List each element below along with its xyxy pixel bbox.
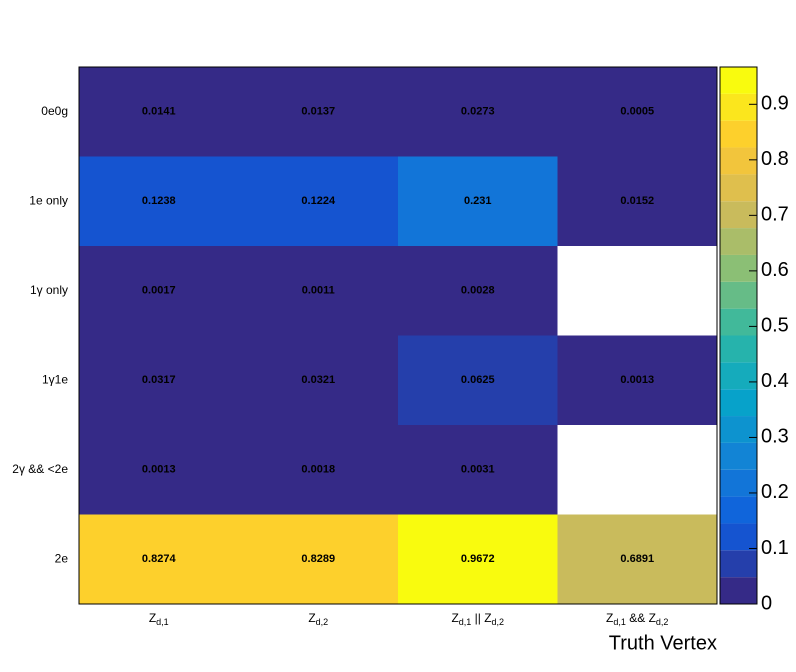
- palette-band: [720, 577, 757, 604]
- heatmap-cell: [238, 246, 398, 336]
- cell-label: 0.0273: [461, 106, 495, 118]
- palette-band: [720, 201, 757, 229]
- palette-band: [720, 523, 757, 551]
- cell-label: 0.8274: [142, 553, 177, 565]
- heatmap-cell: [79, 246, 239, 336]
- palette-band: [720, 496, 757, 524]
- heatmap-cell: [557, 156, 717, 246]
- z-tick-label: 0.3: [761, 426, 789, 448]
- y-tick-label: 1γ only: [30, 283, 68, 297]
- cell-label: 0.0031: [461, 464, 495, 476]
- palette-band: [720, 281, 757, 309]
- heatmap-cell: [238, 425, 398, 515]
- z-tick-label: 0: [761, 592, 772, 614]
- cell-label: 0.0317: [142, 374, 176, 386]
- heatmap-cell: [238, 67, 398, 157]
- heatmap-cell: [79, 425, 239, 515]
- palette-band: [720, 147, 757, 175]
- y-tick-label: 1e only: [29, 193, 68, 207]
- palette-band: [720, 120, 757, 148]
- cell-label: 0.0625: [461, 374, 495, 386]
- heatmap-cell: [238, 156, 398, 246]
- heatmap-cell: [398, 514, 558, 604]
- z-tick-label: 0.4: [761, 370, 789, 392]
- heatmap-cell: [79, 156, 239, 246]
- x-tick-label: Zd,1 || Zd,2: [451, 611, 504, 627]
- heatmap-cell: [79, 67, 239, 157]
- palette-band: [720, 469, 757, 497]
- palette-frame: [719, 66, 758, 605]
- y-tick-label: 2e: [55, 551, 69, 565]
- heatmap-cell: [398, 67, 558, 157]
- z-tick-label: 0.5: [761, 315, 789, 337]
- heatmap-cell: [398, 246, 558, 336]
- palette-band: [720, 174, 757, 202]
- y-tick-label: 1γ1e: [42, 372, 68, 386]
- heatmap-cell: [79, 335, 239, 425]
- cell-label: 0.0013: [620, 374, 654, 386]
- x-tick-label: Zd,1 && Zd,2: [606, 611, 668, 627]
- palette-band: [720, 228, 757, 255]
- x-tick-label: Zd,2: [308, 611, 328, 627]
- x-tick-label: Zd,1: [149, 611, 169, 627]
- y-tick-label: 0e0g: [41, 104, 68, 118]
- heatmap-cell: [398, 425, 558, 515]
- heatmap-cell: [557, 335, 717, 425]
- cell-label: 0.0018: [301, 464, 335, 476]
- z-tick-label: 0.2: [761, 481, 789, 503]
- cell-label: 0.8289: [301, 553, 335, 565]
- cell-label: 0.6891: [620, 553, 654, 565]
- cell-label: 0.0152: [620, 195, 654, 207]
- heatmap-cell: [238, 335, 398, 425]
- plot-frame: [78, 66, 718, 605]
- palette-band: [720, 308, 757, 336]
- palette-band: [720, 389, 757, 417]
- cell-label: 0.0028: [461, 285, 495, 297]
- z-tick-label: 0.1: [761, 537, 789, 559]
- heatmap-cell: [398, 335, 558, 425]
- cell-label: 0.0013: [142, 464, 176, 476]
- cell-label: 0.0321: [301, 374, 335, 386]
- y-tick-label: 2γ && <2e: [12, 462, 68, 476]
- heatmap-cell: [398, 156, 558, 246]
- z-tick-label: 0.8: [761, 148, 789, 170]
- cell-label: 0.1238: [142, 195, 176, 207]
- z-tick-label: 0.6: [761, 259, 789, 281]
- z-tick-label: 0.9: [761, 93, 789, 115]
- cell-label: 0.0017: [142, 285, 176, 297]
- z-tick-label: 0.7: [761, 204, 789, 226]
- heatmap-cell: [79, 514, 239, 604]
- heatmap-cell: [557, 67, 717, 157]
- cell-label: 0.1224: [301, 195, 336, 207]
- palette-band: [720, 362, 757, 390]
- cell-label: 0.0137: [301, 106, 335, 118]
- palette-band: [720, 335, 757, 363]
- cell-label: 0.0005: [620, 106, 654, 118]
- palette-band: [720, 254, 757, 282]
- heatmap-cell: [557, 514, 717, 604]
- cell-label: 0.9672: [461, 553, 495, 565]
- cell-label: 0.0011: [302, 285, 335, 297]
- palette-band: [720, 93, 757, 121]
- palette-band: [720, 416, 757, 443]
- palette-band: [720, 67, 757, 94]
- x-axis-title: Truth Vertex: [609, 632, 717, 654]
- cell-label: 0.0141: [142, 106, 176, 118]
- palette-band: [720, 550, 757, 578]
- cell-label: 0.231: [464, 195, 492, 207]
- palette-band: [720, 442, 757, 470]
- heatmap-cell: [238, 514, 398, 604]
